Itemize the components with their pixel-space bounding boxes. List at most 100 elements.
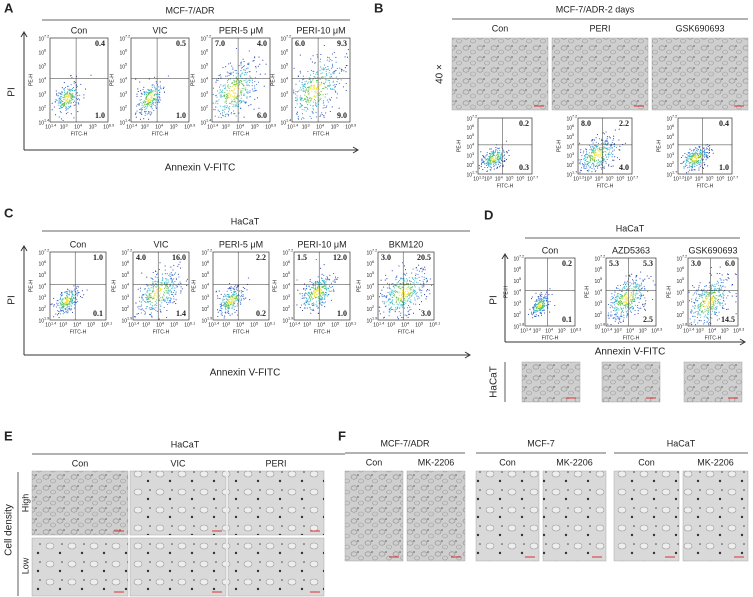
flow-dot — [225, 88, 227, 90]
flow-dot — [147, 301, 149, 304]
flow-dot — [600, 155, 602, 157]
flow-dot — [323, 287, 325, 290]
flow-dot — [400, 305, 402, 307]
flow-dot — [77, 111, 79, 113]
flow-dot — [702, 290, 704, 293]
flow-dot — [322, 286, 324, 288]
flow-dot — [319, 94, 322, 96]
flow-dot — [307, 97, 309, 99]
plot-x-label: FITC-H — [314, 329, 331, 335]
flow-dot — [319, 98, 321, 100]
flow-dot — [407, 304, 410, 306]
flow-dot — [77, 290, 79, 292]
flow-dot — [388, 285, 390, 287]
flow-dot — [495, 163, 497, 165]
flow-dot — [296, 91, 299, 93]
flow-dot — [220, 310, 222, 312]
flow-dot — [618, 293, 620, 295]
flow-dot — [235, 96, 237, 98]
y-tick-base: 10 — [38, 284, 44, 290]
x-tick-base: 10 — [429, 322, 435, 328]
flow-dot — [329, 286, 331, 288]
flow-dot — [299, 87, 302, 89]
flow-dot — [172, 285, 174, 287]
flow-dot — [232, 292, 234, 294]
flow-dot — [595, 141, 597, 143]
flow-dot — [169, 285, 171, 287]
flow-dot — [694, 154, 696, 156]
flow-dot — [73, 87, 75, 89]
flow-dot — [631, 306, 633, 308]
flow-dot — [636, 283, 638, 285]
x-tick-base: 10 — [401, 322, 407, 328]
x-tick-base: 10 — [727, 176, 733, 182]
flow-dot — [299, 293, 301, 295]
flow-dot — [164, 269, 166, 271]
flow-dot — [543, 305, 545, 307]
flow-dot — [143, 101, 145, 103]
flow-dot — [409, 296, 411, 298]
flow-dot — [414, 297, 416, 299]
flow-dot — [302, 87, 304, 89]
flow-dot — [426, 296, 428, 298]
flow-dot — [80, 83, 82, 85]
flow-dot — [420, 283, 422, 285]
flow-dot — [151, 100, 153, 102]
flow-dot — [599, 149, 602, 151]
flow-dot — [632, 307, 635, 309]
flow-dot — [622, 311, 625, 314]
flow-dot — [159, 287, 161, 289]
flow-dot — [414, 299, 416, 301]
flow-dot — [502, 164, 504, 166]
flow-dot — [347, 49, 349, 51]
flow-dot — [217, 100, 219, 102]
flow-dot — [218, 290, 220, 292]
flow-dot — [71, 300, 73, 302]
flow-dot — [493, 152, 495, 154]
flow-dot — [721, 274, 723, 276]
flow-dot — [166, 282, 168, 284]
flow-dot — [53, 316, 55, 318]
y-tick-base: 10 — [200, 36, 206, 42]
flow-dot — [312, 287, 314, 289]
flow-dot — [707, 295, 709, 297]
flow-dot — [248, 64, 250, 66]
flow-dot — [707, 155, 709, 157]
flow-dot — [306, 299, 308, 301]
flow-dot — [159, 304, 161, 306]
flow-dot — [637, 305, 639, 307]
flow-dot — [61, 306, 63, 308]
flow-dot — [138, 308, 140, 310]
flow-dot — [594, 158, 596, 160]
plot-x-label: FITC-H — [71, 131, 88, 137]
flow-dot — [383, 316, 385, 318]
flow-dot — [154, 305, 156, 307]
flow-dot — [537, 307, 539, 309]
flow-dot — [223, 317, 225, 319]
flow-dot — [71, 301, 73, 303]
flow-dot — [620, 315, 623, 317]
flow-dot — [602, 155, 604, 158]
flow-dot — [172, 302, 174, 304]
flow-dot — [428, 289, 430, 291]
y-tick-exponent: 3 — [572, 152, 574, 156]
flow-dot — [50, 303, 52, 305]
flow-dot — [579, 142, 581, 144]
y-tick-base: 10 — [466, 126, 472, 132]
flow-dot — [156, 285, 158, 287]
flow-dot — [140, 309, 142, 311]
flow-dot — [336, 278, 338, 281]
flow-dot — [389, 307, 391, 310]
flow-dot — [589, 146, 592, 148]
flow-dot — [700, 160, 702, 162]
flow-dot — [538, 299, 540, 301]
flow-dot — [229, 90, 232, 92]
flow-dot — [296, 304, 298, 306]
flow-dot — [607, 148, 609, 150]
flow-dot — [592, 142, 594, 144]
flow-dot — [310, 80, 312, 82]
flow-dot — [693, 286, 695, 288]
flow-dot — [384, 306, 386, 308]
plot-title: PERI-10 μM — [297, 239, 346, 249]
flow-dot — [689, 169, 691, 171]
